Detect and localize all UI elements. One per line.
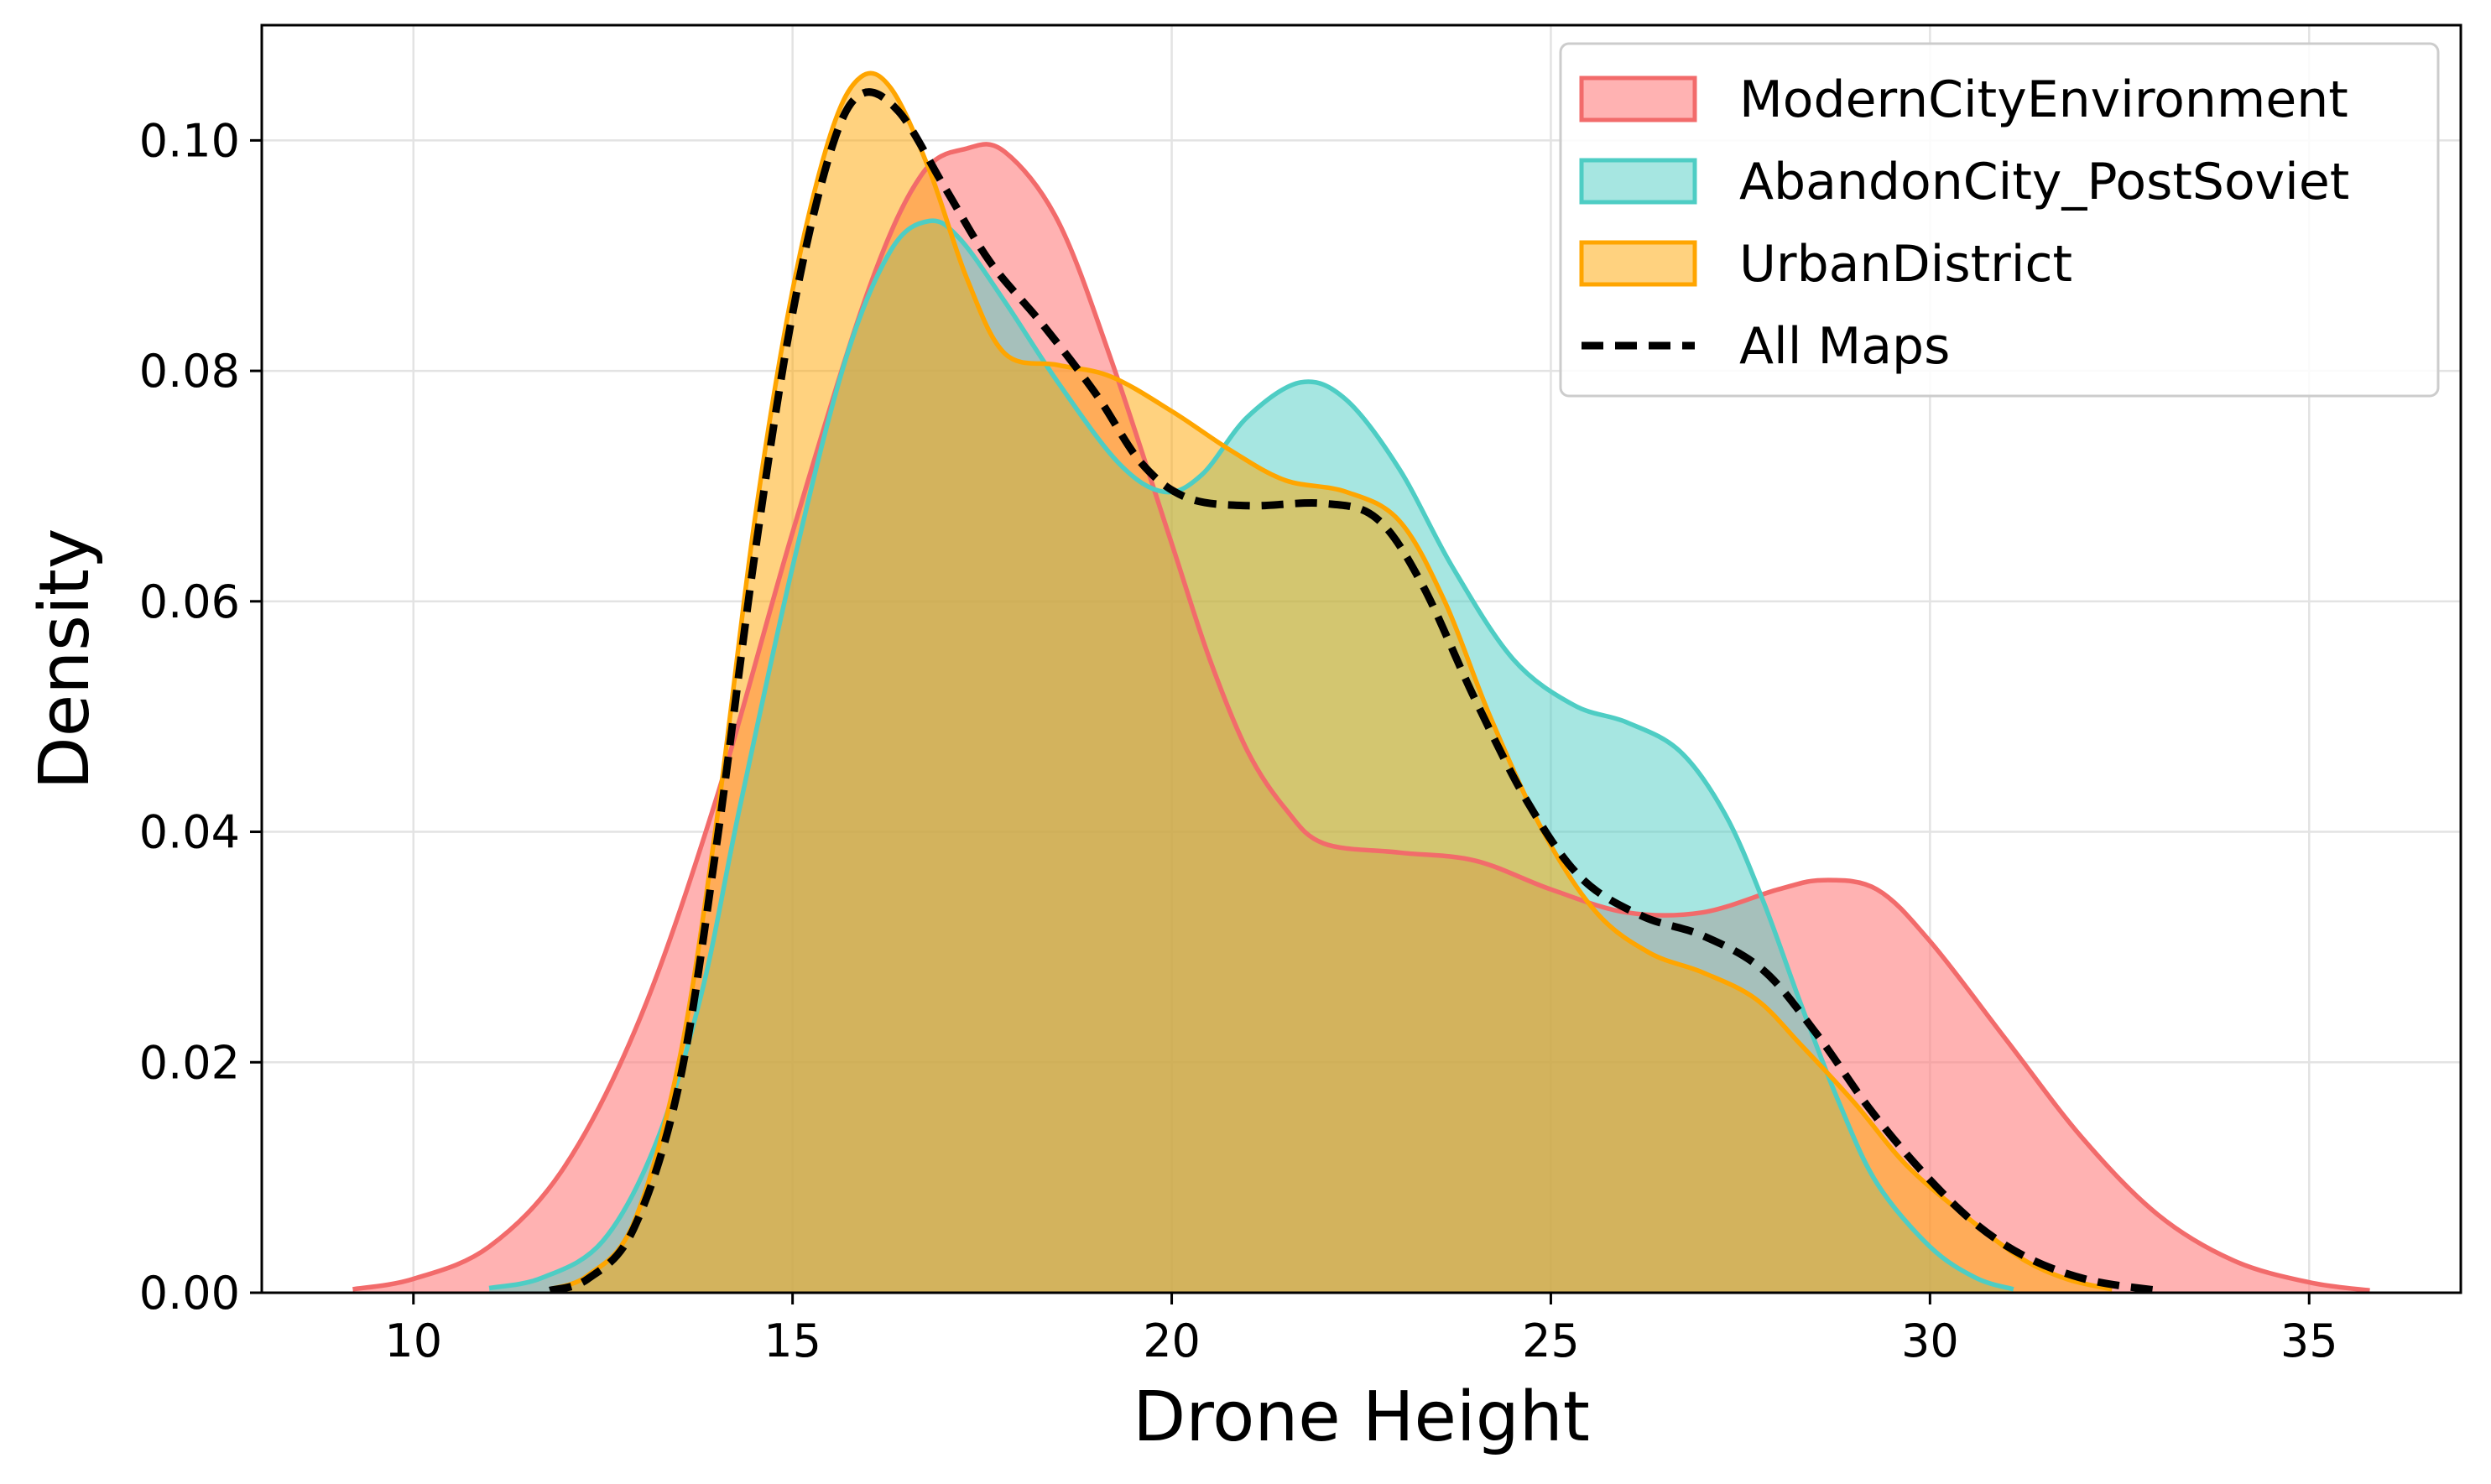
x-tick-label: 35: [2280, 1315, 2338, 1367]
legend-swatch-urban-district: [1579, 240, 1697, 287]
legend-label-abandon-city: AbandonCity_PostSoviet: [1739, 153, 2349, 211]
legend-swatch-abandon-city: [1579, 158, 1697, 205]
y-tick-label: 0.08: [139, 345, 240, 398]
area-urbandistrict: [550, 73, 2113, 1294]
line-urbandistrict: [549, 70, 2113, 1292]
plot-frame: [260, 23, 2462, 1294]
legend: ModernCityEnvironment AbandonCity_PostSo…: [1559, 42, 2440, 398]
x-tick-label: 10: [384, 1315, 442, 1367]
line-moderncityenvironment: [352, 142, 2370, 1294]
x-tick-label: 15: [763, 1315, 821, 1367]
legend-box: [1559, 42, 2440, 398]
y-tick-label: 0.02: [139, 1036, 240, 1089]
x-tick-label: 30: [1901, 1315, 1959, 1367]
line-all-maps: [549, 88, 2159, 1294]
x-axis-label: Drone Height: [1133, 1377, 1590, 1457]
legend-label-urban-district: UrbanDistrict: [1739, 235, 2072, 294]
y-axis-ticks: 0.00 0.02 0.04 0.06 0.08 0.10: [139, 114, 262, 1320]
legend-swatch-modern-city: [1579, 76, 1697, 122]
y-tick-label: 0.06: [139, 575, 240, 628]
y-tick-label: 0.00: [139, 1267, 240, 1320]
legend-label-modern-city: ModernCityEnvironment: [1739, 70, 2348, 129]
line-abandoncity-postsoviet: [488, 218, 2014, 1292]
x-axis-ticks: 10 15 20 25 30 35: [384, 1293, 2338, 1367]
y-tick-label: 0.04: [139, 806, 240, 859]
y-tick-label: 0.10: [139, 114, 240, 167]
legend-label-all-maps: All Maps: [1739, 317, 1950, 376]
x-tick-label: 20: [1143, 1315, 1201, 1367]
y-axis-label: Density: [25, 529, 105, 790]
density-lines: [352, 70, 2370, 1294]
x-tick-label: 25: [1522, 1315, 1580, 1367]
